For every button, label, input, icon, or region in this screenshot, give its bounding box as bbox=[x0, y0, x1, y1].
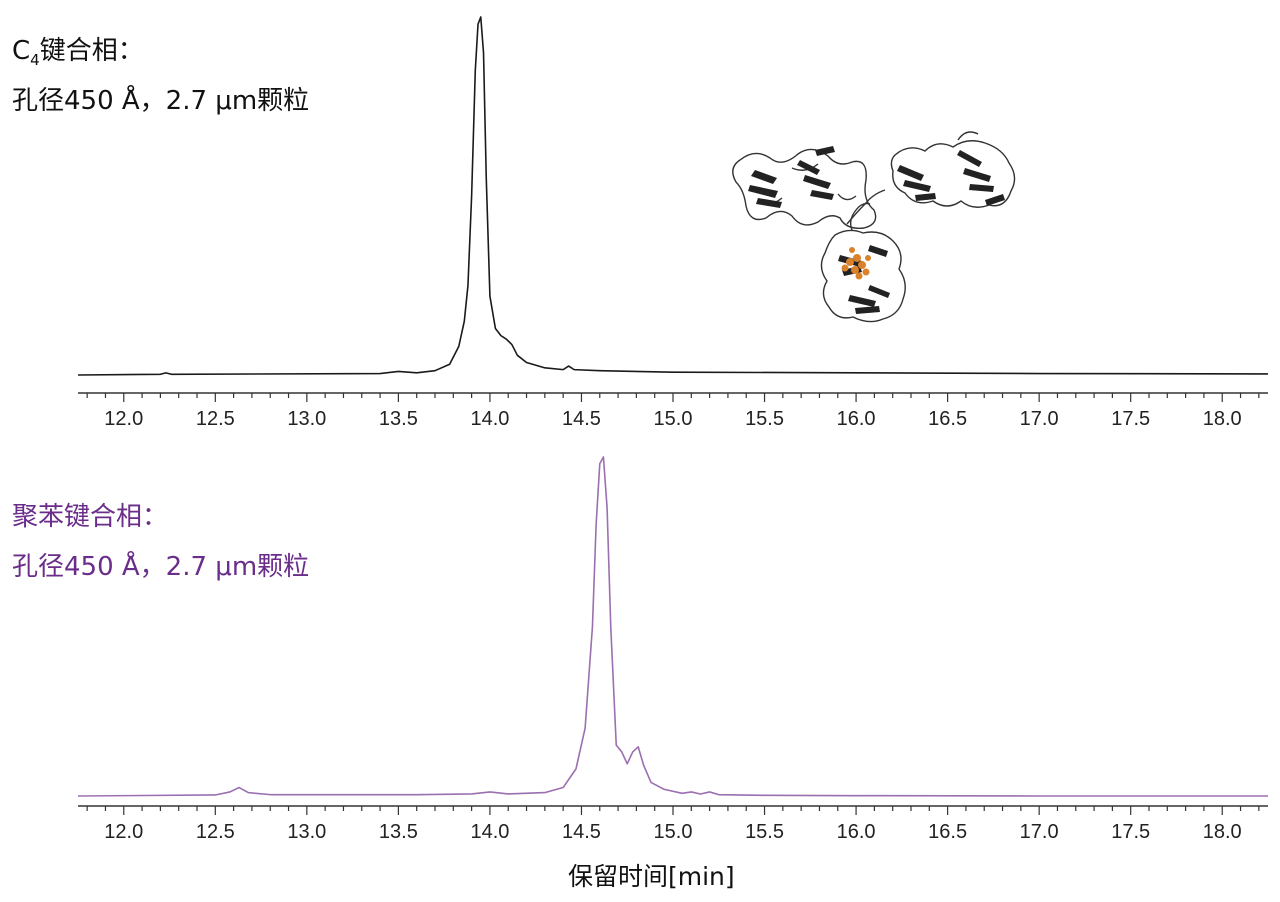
panel-c4-chromatogram: 12.0 12.5 13.0 13.5 14.0 14.5 15.0 15.5 16.0 16.5… bbox=[77, 16, 1269, 430]
x-axis-title: 保留时间[min] bbox=[568, 862, 735, 891]
panel-c4-label-line2: 孔径450 Å，2.7 μm颗粒 bbox=[12, 86, 310, 116]
chromatogram-trace bbox=[77, 16, 1269, 376]
panel-polyphenyl-chromatogram: 12.0 12.5 13.0 13.5 14.0 14.5 15.0 15.5 16.0 16.5… bbox=[77, 456, 1268, 843]
panel-polyphenyl-label-line2: 孔径450 Å，2.7 μm颗粒 bbox=[12, 552, 310, 582]
x-tick-label: 17.5 bbox=[1111, 821, 1150, 843]
x-tick-label: 18.0 bbox=[1203, 408, 1242, 430]
x-tick-label: 15.0 bbox=[654, 821, 693, 843]
x-tick-label: 14.0 bbox=[470, 821, 509, 843]
x-tick-label: 15.5 bbox=[745, 821, 784, 843]
antibody-structure-image bbox=[732, 131, 1016, 323]
x-tick-label: 12.0 bbox=[104, 408, 143, 430]
x-tick-label: 18.0 bbox=[1203, 821, 1242, 843]
x-tick-label: 16.5 bbox=[928, 821, 967, 843]
chromatogram-trace bbox=[77, 456, 1268, 797]
x-tick-label: 13.5 bbox=[379, 821, 418, 843]
x-tick-label: 12.5 bbox=[196, 821, 235, 843]
x-tick-label: 16.5 bbox=[928, 408, 967, 430]
x-tick-label: 14.5 bbox=[562, 821, 601, 843]
x-tick-label: 16.0 bbox=[837, 408, 876, 430]
x-tick-label: 16.0 bbox=[837, 821, 876, 843]
panel-polyphenyl-label-line1: 聚苯键合相： bbox=[12, 502, 169, 532]
x-tick-label: 15.5 bbox=[745, 408, 784, 430]
x-tick-label: 13.0 bbox=[287, 821, 326, 843]
x-tick-label: 13.5 bbox=[379, 408, 418, 430]
panel-c4-label-line1: C4键合相： bbox=[12, 36, 144, 69]
x-tick-label: 14.0 bbox=[470, 408, 509, 430]
x-tick-label: 17.5 bbox=[1111, 408, 1150, 430]
x-tick-label: 13.0 bbox=[287, 408, 326, 430]
x-tick-label: 12.0 bbox=[104, 821, 143, 843]
x-tick-label: 15.0 bbox=[654, 408, 693, 430]
x-tick-label: 17.0 bbox=[1020, 821, 1059, 843]
x-tick-label: 17.0 bbox=[1020, 408, 1059, 430]
x-tick-label: 14.5 bbox=[562, 408, 601, 430]
x-tick-label: 12.5 bbox=[196, 408, 235, 430]
